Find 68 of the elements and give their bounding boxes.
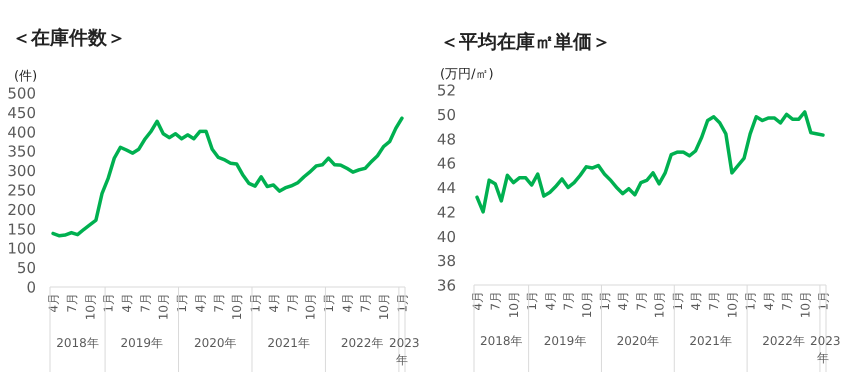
y-tick-label: 50 bbox=[16, 259, 36, 278]
x-tick-label: 7月 bbox=[707, 291, 722, 311]
x-tick-label: 10月 bbox=[230, 293, 244, 320]
x-tick-label: 4月 bbox=[543, 291, 558, 311]
x-tick-label: 10月 bbox=[798, 291, 812, 318]
y-tick-label: 44 bbox=[436, 179, 456, 197]
x-tick-label: 10月 bbox=[506, 291, 521, 318]
x-tick-label: 7月 bbox=[64, 293, 79, 313]
y-tick-label: 450 bbox=[7, 104, 36, 122]
x-tick-label: 10月 bbox=[725, 291, 740, 318]
x-tick-label: 4月 bbox=[689, 291, 704, 311]
x-tick-label: 1月 bbox=[525, 291, 540, 311]
text: 2021年 bbox=[266, 335, 311, 352]
x-tick-label: 4月 bbox=[266, 293, 281, 313]
y-tick-label: 300 bbox=[7, 162, 36, 180]
x-tick-label: 10月 bbox=[304, 293, 318, 320]
y-tick-label: 250 bbox=[7, 182, 36, 200]
x-tick-label: 7月 bbox=[285, 293, 300, 313]
y-tick-label: 400 bbox=[7, 123, 36, 142]
y-tick-label: 38 bbox=[436, 252, 456, 270]
y-tick-label: 46 bbox=[436, 154, 456, 173]
x-tick-label: 7月 bbox=[212, 293, 226, 313]
x-tick-label: 4月 bbox=[120, 293, 134, 313]
y-tick-label: 36 bbox=[436, 276, 456, 294]
x-tick-label: 1月 bbox=[102, 293, 116, 313]
x-tick-label: 1月 bbox=[744, 291, 758, 311]
y-tick-label: 50 bbox=[436, 106, 456, 124]
x-tick-label: 10月 bbox=[156, 293, 171, 320]
text: 2019年 bbox=[120, 335, 164, 352]
text: 2022年 bbox=[340, 336, 384, 350]
x-tick-label: 10月 bbox=[580, 291, 594, 318]
x-tick-label: 7月 bbox=[562, 291, 576, 311]
text: 2022年 bbox=[762, 334, 805, 348]
x-tick-label: 10月 bbox=[652, 291, 667, 318]
text: 2020年 bbox=[192, 335, 238, 352]
text: 2018年 bbox=[479, 333, 524, 350]
text: 2023年 bbox=[388, 335, 420, 369]
x-tick-label: 10月 bbox=[377, 293, 392, 320]
x-tick-label: 4月 bbox=[762, 291, 776, 311]
x-tick-label: 4月 bbox=[193, 293, 208, 313]
y-tick-label: 100 bbox=[7, 240, 36, 258]
y-axis-title: (件) bbox=[14, 69, 38, 84]
y-tick-label: 40 bbox=[436, 228, 456, 246]
text: 2020年 bbox=[616, 333, 660, 350]
x-tick-label: 1月 bbox=[175, 293, 190, 313]
text: 2018年 bbox=[55, 335, 100, 352]
x-tick-label: 4月 bbox=[616, 291, 630, 311]
y-tick-label: 350 bbox=[7, 142, 36, 161]
text: 2021年 bbox=[688, 333, 733, 350]
y-tick-label: 48 bbox=[436, 130, 456, 148]
y-tick-label: 500 bbox=[7, 84, 36, 102]
y-tick-label: 200 bbox=[7, 200, 36, 219]
chart-title: ＜在庫件数＞ bbox=[12, 27, 126, 49]
x-tick-label: 7月 bbox=[780, 291, 794, 311]
y-tick-label: 0 bbox=[26, 278, 36, 296]
x-tick-label: 7月 bbox=[488, 291, 503, 311]
text: 2023年 bbox=[810, 333, 840, 367]
y-tick-label: 42 bbox=[436, 203, 456, 222]
x-tick-label: 7月 bbox=[634, 291, 648, 311]
x-tick-label: 7月 bbox=[358, 293, 373, 313]
chart-title: ＜平均在庫㎡単価＞ bbox=[440, 31, 611, 53]
y-tick-label: 150 bbox=[7, 220, 36, 238]
x-tick-label: 7月 bbox=[138, 293, 152, 313]
y-tick-label: 52 bbox=[436, 82, 456, 100]
x-tick-label: 4月 bbox=[340, 293, 354, 313]
y-axis-title: (万円/㎡) bbox=[440, 67, 494, 82]
text: 2019年 bbox=[542, 333, 588, 350]
x-tick-label: 10月 bbox=[83, 293, 98, 320]
